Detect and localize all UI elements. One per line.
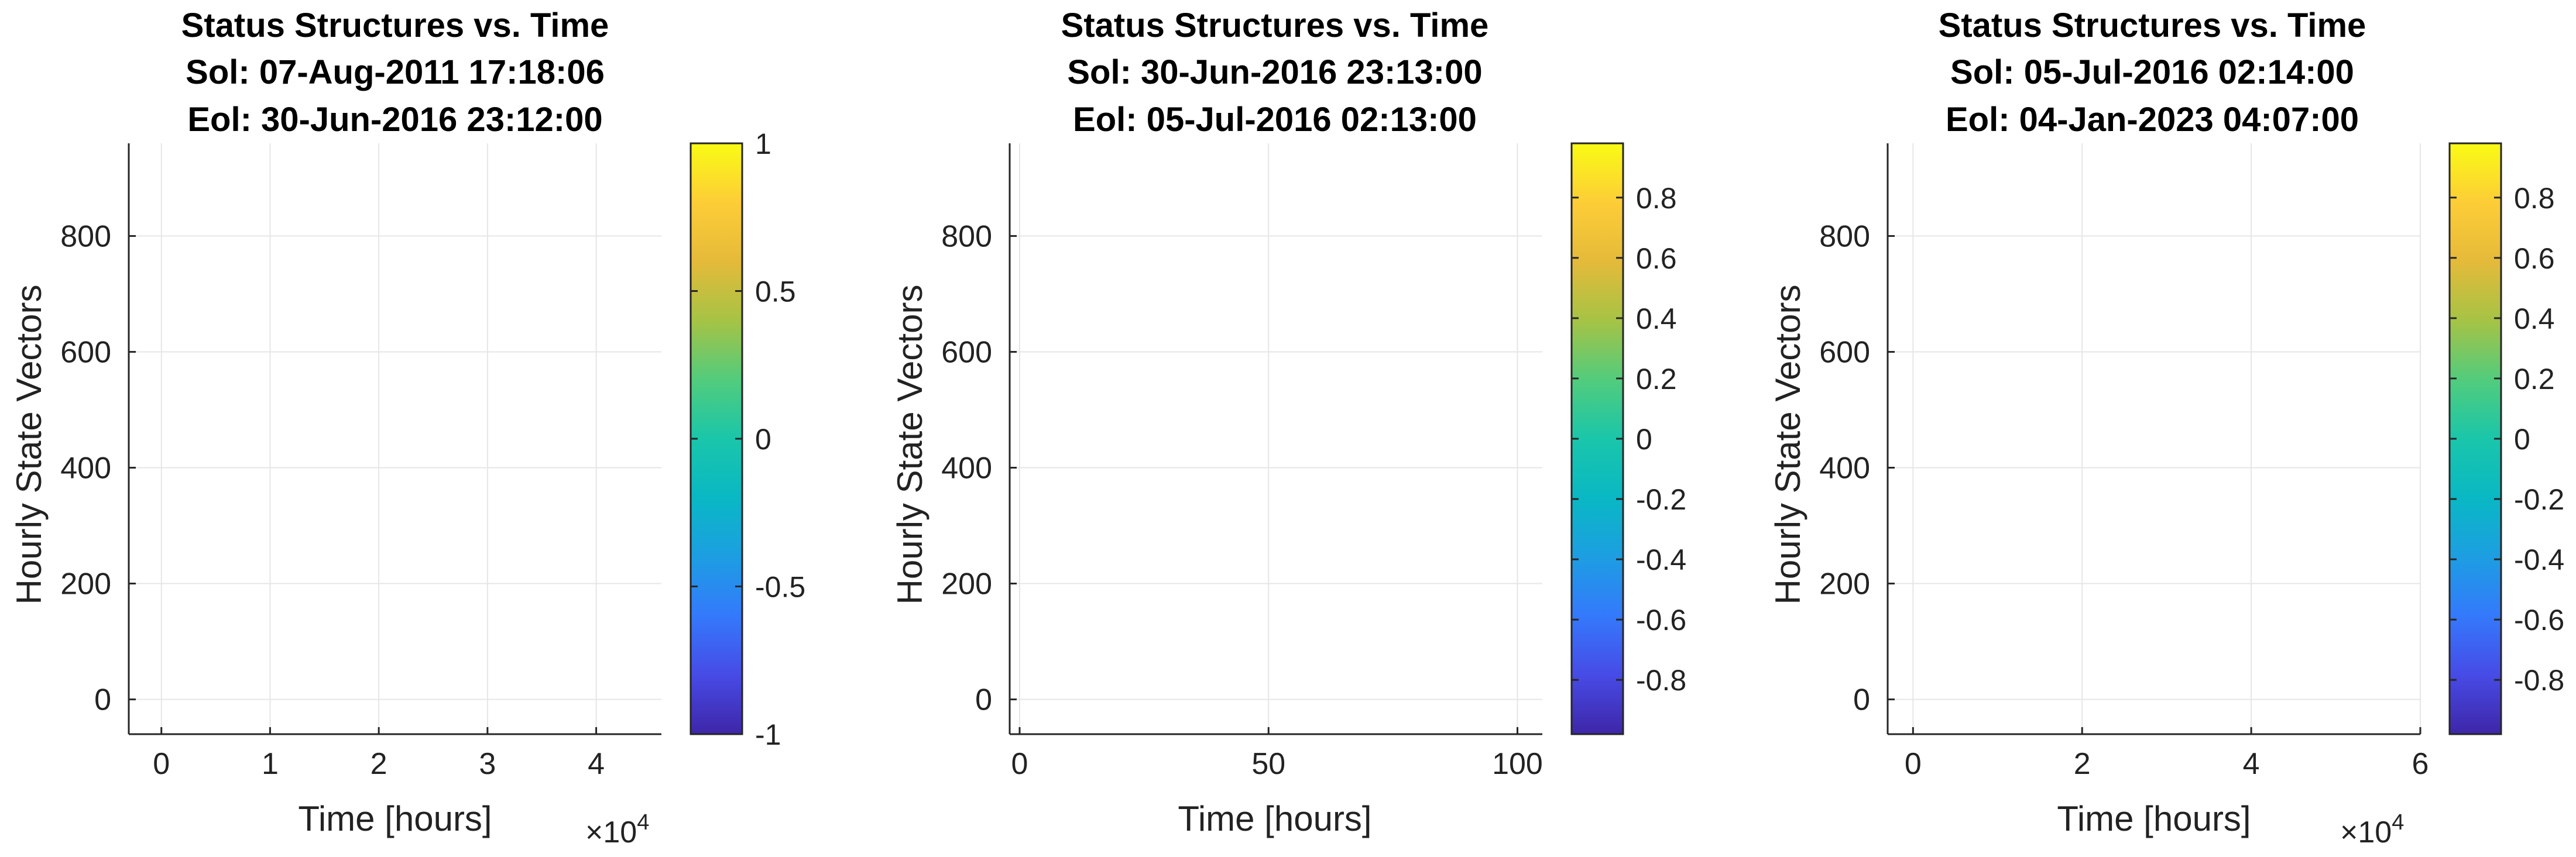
panel-1-y-tick-label: 800 <box>60 219 111 253</box>
panel-2-title-line-2: Sol: 30-Jun-2016 23:13:00 <box>1067 53 1482 91</box>
panel-2-colorbar-tick-label: -0.6 <box>1636 604 1686 636</box>
panel-1-y-axis-label: Hourly State Vectors <box>9 285 49 605</box>
panel-2-y-tick-label: 800 <box>941 219 992 253</box>
panel-1-axes: 0 1 2 3 4 0 200 400 600 800 <box>60 143 661 781</box>
panel-3-y-tick-label: 200 <box>1819 567 1870 601</box>
panel-1-y-tick-label: 400 <box>60 452 111 486</box>
panel-3-y-tick-label: 800 <box>1819 219 1870 253</box>
panel-3-colorbar-tick-label: -0.2 <box>2514 483 2564 516</box>
panel-3-colorbar-tick-label: -0.6 <box>2514 604 2564 636</box>
panel-1-colorbar-gradient <box>690 142 743 735</box>
panel-1-y-tick-label: 200 <box>60 567 111 601</box>
panel-1-colorbar-tick-label: 1 <box>755 128 771 160</box>
panel-2-y-tick-label: 0 <box>975 683 992 717</box>
panel-2: Status Structures vs. Time Sol: 30-Jun-2… <box>890 6 1686 838</box>
panel-3-y-axis-label: Hourly State Vectors <box>1768 285 1807 605</box>
panel-3-axes-background <box>1888 143 2420 734</box>
panel-3-y-tick-label: 400 <box>1819 452 1870 486</box>
panel-3-x-tick-label: 0 <box>1905 747 1922 781</box>
panel-3: Status Structures vs. Time Sol: 05-Jul-2… <box>1768 6 2564 849</box>
panel-2-axes: 0 50 100 0 200 400 600 800 <box>941 143 1543 781</box>
panel-1-x-tick-label: 4 <box>588 747 605 781</box>
panel-1: Status Structures vs. Time Sol: 07-Aug-2… <box>9 6 805 849</box>
panel-1-x-tick-label: 3 <box>479 747 496 781</box>
panel-3-y-tick-label: 600 <box>1819 335 1870 369</box>
panel-2-axes-background <box>1010 143 1542 734</box>
panel-2-colorbar-tick-label: 0 <box>1636 423 1652 456</box>
panel-1-title-line-2: Sol: 07-Aug-2011 17:18:06 <box>186 53 605 91</box>
panel-2-colorbar-gradient <box>1570 142 1624 735</box>
panel-1-colorbar: -1 -0.5 0 0.5 1 <box>690 128 805 751</box>
panel-1-colorbar-tick-label: 0 <box>755 423 771 456</box>
panel-1-title-line-3: Eol: 30-Jun-2016 23:12:00 <box>187 101 602 139</box>
panel-2-x-tick-label: 0 <box>1011 747 1028 781</box>
panel-1-y-tick-label: 600 <box>60 335 111 369</box>
panel-3-title-line-3: Eol: 04-Jan-2023 04:07:00 <box>1946 101 2359 139</box>
panel-3-colorbar-gradient <box>2448 142 2502 735</box>
panel-2-y-tick-label: 600 <box>941 335 992 369</box>
panel-2-title-line-1: Status Structures vs. Time <box>1061 6 1489 44</box>
panel-3-colorbar: -0.8 -0.6 -0.4 -0.2 0 0.2 0.4 0.6 0.8 <box>2448 142 2564 735</box>
panel-3-axes: 0 2 4 6 0 200 400 600 800 <box>1819 143 2428 781</box>
panel-2-colorbar-tick-label: -0.2 <box>1636 483 1686 516</box>
panel-3-x-exponent: ×104 <box>2340 810 2404 849</box>
panel-1-colorbar-tick-label: 0.5 <box>755 276 796 308</box>
panel-3-colorbar-tick-label: 0.2 <box>2514 363 2555 395</box>
panel-2-colorbar-tick-label: -0.4 <box>1636 543 1686 576</box>
panel-2-x-tick-label: 100 <box>1492 747 1543 781</box>
panel-2-y-tick-label: 200 <box>941 567 992 601</box>
panel-3-title-line-2: Sol: 05-Jul-2016 02:14:00 <box>1950 53 2354 91</box>
panel-2-x-tick-label: 50 <box>1251 747 1285 781</box>
panel-1-x-axis-label: Time [hours] <box>298 799 492 838</box>
panel-3-title-line-1: Status Structures vs. Time <box>1939 6 2366 44</box>
panel-1-x-tick-label: 1 <box>262 747 279 781</box>
panel-3-x-tick-label: 2 <box>2074 747 2091 781</box>
panel-3-colorbar-tick-label: -0.4 <box>2514 543 2564 576</box>
panel-2-colorbar-tick-label: -0.8 <box>1636 664 1686 697</box>
panel-3-colorbar-tick-label: 0.4 <box>2514 302 2555 335</box>
panel-1-x-tick-label: 0 <box>153 747 170 781</box>
panel-2-colorbar-tick-label: 0.2 <box>1636 363 1677 395</box>
panel-2-colorbar-tick-label: 0.6 <box>1636 242 1677 275</box>
panel-2-colorbar: -0.8 -0.6 -0.4 -0.2 0 0.2 0.4 0.6 0.8 <box>1570 142 1686 735</box>
panel-2-colorbar-tick-label: 0.8 <box>1636 182 1677 215</box>
panel-1-colorbar-tick-label: -0.5 <box>755 571 805 604</box>
panel-2-colorbar-tick-label: 0.4 <box>1636 302 1677 335</box>
panel-1-y-tick-label: 0 <box>94 683 111 717</box>
panel-3-colorbar-tick-label: 0.8 <box>2514 182 2555 215</box>
panel-2-y-tick-label: 400 <box>941 452 992 486</box>
panel-1-x-exponent: ×104 <box>585 810 649 849</box>
panel-3-x-tick-label: 4 <box>2243 747 2260 781</box>
panel-1-colorbar-tick-label: -1 <box>755 718 781 751</box>
panel-1-axes-background <box>129 143 661 734</box>
panel-2-title-line-3: Eol: 05-Jul-2016 02:13:00 <box>1073 101 1477 139</box>
panel-2-y-axis-label: Hourly State Vectors <box>890 285 929 605</box>
panel-3-colorbar-tick-label: 0.6 <box>2514 242 2555 275</box>
panel-3-x-tick-label: 6 <box>2412 747 2429 781</box>
panel-2-x-axis-label: Time [hours] <box>1178 799 1371 838</box>
panel-3-colorbar-tick-label: -0.8 <box>2514 664 2564 697</box>
panel-3-colorbar-tick-label: 0 <box>2514 423 2530 456</box>
panel-1-x-tick-label: 2 <box>371 747 387 781</box>
panel-3-y-tick-label: 0 <box>1853 683 1870 717</box>
panel-1-title-line-1: Status Structures vs. Time <box>181 6 609 44</box>
panel-3-x-axis-label: Time [hours] <box>2057 799 2251 838</box>
